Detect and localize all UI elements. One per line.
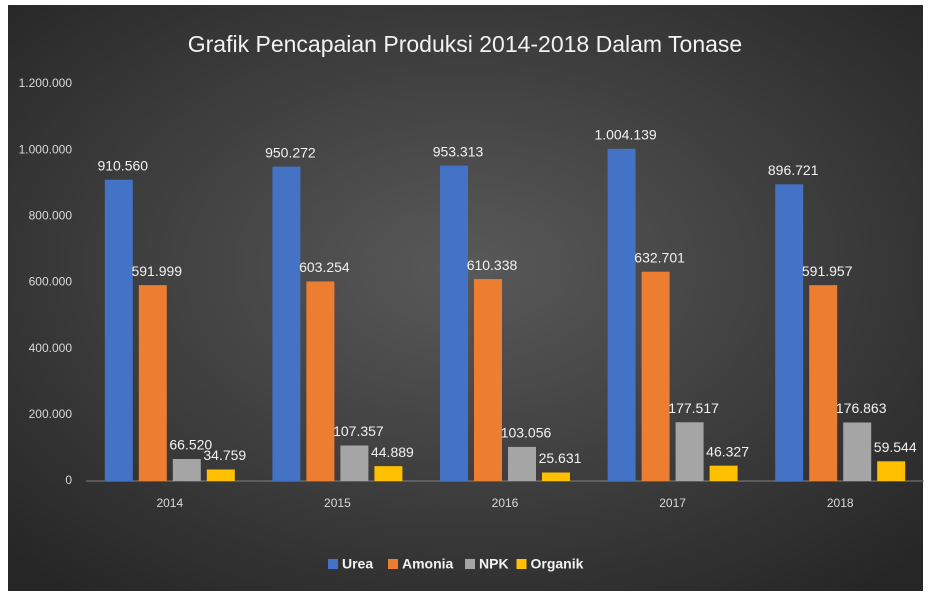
value-label: 591.957 bbox=[802, 263, 853, 279]
bar bbox=[306, 281, 335, 481]
legend-label: NPK bbox=[479, 556, 509, 572]
bar bbox=[340, 445, 369, 481]
legend-swatch bbox=[328, 559, 338, 569]
y-tick-label: 600.000 bbox=[29, 275, 73, 289]
bar bbox=[809, 285, 838, 481]
value-label: 896.721 bbox=[768, 162, 819, 178]
value-label: 176.863 bbox=[836, 400, 887, 416]
legend-label: Urea bbox=[342, 556, 373, 572]
value-label: 1.004.139 bbox=[594, 127, 656, 143]
y-tick-label: 200.000 bbox=[29, 407, 73, 421]
legend-label: Organik bbox=[531, 556, 584, 572]
value-label: 25.631 bbox=[539, 450, 582, 466]
bar bbox=[508, 446, 536, 481]
bar bbox=[440, 165, 468, 481]
value-label: 632.701 bbox=[634, 249, 685, 265]
x-tick-label: 2015 bbox=[324, 496, 351, 510]
legend-label: Amonia bbox=[402, 556, 454, 572]
bar bbox=[172, 458, 201, 481]
value-label: 950.272 bbox=[265, 144, 316, 160]
value-label: 59.544 bbox=[874, 439, 917, 455]
legend-swatch bbox=[388, 559, 398, 569]
value-label: 44.889 bbox=[371, 444, 414, 460]
x-tick-label: 2017 bbox=[659, 496, 686, 510]
legend-swatch bbox=[465, 559, 475, 569]
bar bbox=[474, 279, 502, 481]
value-label: 610.338 bbox=[467, 257, 518, 273]
y-tick-label: 400.000 bbox=[29, 341, 73, 355]
bar bbox=[104, 179, 133, 481]
bar bbox=[843, 422, 872, 481]
y-tick-label: 0 bbox=[65, 473, 72, 487]
x-tick-label: 2014 bbox=[156, 496, 183, 510]
value-label: 46.327 bbox=[706, 443, 749, 459]
bar bbox=[607, 148, 636, 481]
value-label: 591.999 bbox=[131, 263, 182, 279]
y-tick-label: 1.200.000 bbox=[19, 76, 73, 90]
value-label: 603.254 bbox=[299, 259, 350, 275]
y-tick-label: 800.000 bbox=[29, 209, 73, 223]
value-label: 910.560 bbox=[97, 157, 148, 173]
bar bbox=[641, 271, 670, 481]
bar bbox=[675, 422, 704, 481]
x-tick-label: 2016 bbox=[492, 496, 519, 510]
value-label: 34.759 bbox=[203, 447, 246, 463]
bar bbox=[775, 184, 804, 481]
bar bbox=[138, 285, 167, 481]
x-tick-label: 2018 bbox=[827, 496, 854, 510]
bar bbox=[709, 465, 738, 481]
value-label: 953.313 bbox=[433, 143, 484, 159]
value-label: 103.056 bbox=[501, 425, 552, 441]
bar bbox=[877, 461, 906, 481]
bar bbox=[374, 466, 403, 481]
value-label: 177.517 bbox=[668, 400, 719, 416]
bar bbox=[206, 469, 235, 481]
value-label: 66.520 bbox=[169, 437, 212, 453]
y-tick-label: 1.000.000 bbox=[19, 142, 73, 156]
value-label: 107.357 bbox=[333, 423, 384, 439]
bar bbox=[272, 166, 301, 481]
bar bbox=[542, 472, 570, 481]
chart-title: Grafik Pencapaian Produksi 2014-2018 Dal… bbox=[188, 31, 742, 57]
legend-swatch bbox=[516, 559, 527, 569]
